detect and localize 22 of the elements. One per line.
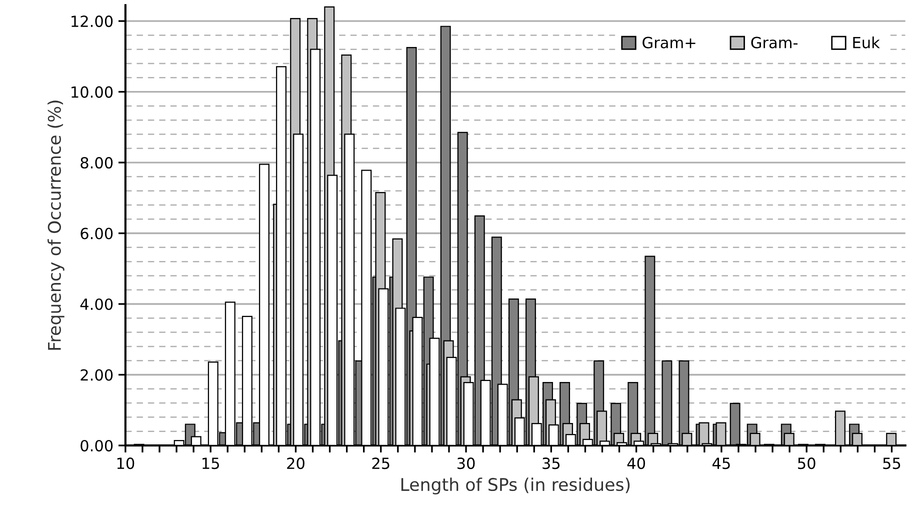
x-tick-label: 25 bbox=[372, 458, 390, 470]
y-tick-label: 10.00 bbox=[72, 86, 113, 98]
x-tick-label: 55 bbox=[883, 458, 900, 470]
y-tick-label: 8.00 bbox=[80, 157, 113, 169]
legend-label: Gram- bbox=[751, 36, 798, 48]
y-tick-label: 0.00 bbox=[80, 440, 113, 452]
x-axis-title: Length of SPs (in residues) bbox=[401, 478, 630, 494]
y-tick-label: 4.00 bbox=[80, 298, 113, 310]
legend-label: Euk bbox=[853, 36, 880, 48]
x-tick-label: 10 bbox=[117, 458, 134, 470]
y-tick-label: 2.00 bbox=[80, 369, 113, 381]
y-tick-label: 6.00 bbox=[80, 228, 113, 240]
y-axis-title: Frequency of Occurrence (%) bbox=[48, 100, 64, 350]
y-tick-label: 12.00 bbox=[72, 16, 113, 28]
x-tick-label: 45 bbox=[712, 458, 730, 470]
x-tick-label: 40 bbox=[627, 458, 646, 470]
x-tick-label: 15 bbox=[202, 458, 219, 470]
x-tick-label: 30 bbox=[457, 458, 475, 470]
x-tick-label: 35 bbox=[542, 458, 560, 470]
legend-label: Gram+ bbox=[642, 36, 696, 48]
x-tick-label: 20 bbox=[287, 458, 304, 470]
x-tick-label: 50 bbox=[798, 458, 816, 470]
